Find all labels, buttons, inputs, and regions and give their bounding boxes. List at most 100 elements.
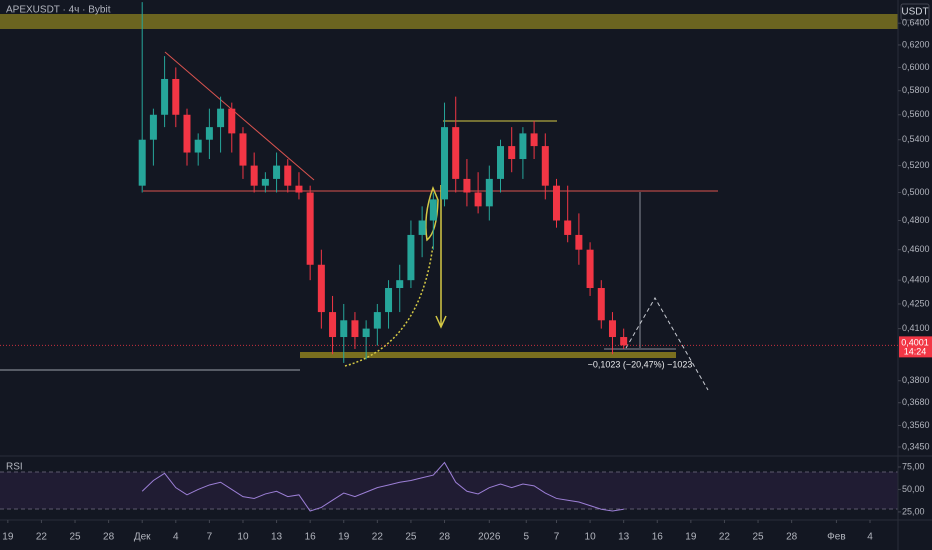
- measure-label: −0,1023 (−20,47%) −1023: [588, 359, 693, 369]
- candle-body: [586, 249, 594, 289]
- y-tick-label: 0,5000: [902, 187, 930, 197]
- y-tick-label: 0,4250: [902, 298, 930, 308]
- candle-body: [519, 133, 527, 160]
- candle-body: [407, 234, 415, 281]
- x-tick-label: 19: [2, 532, 14, 543]
- x-tick-label: 5: [523, 532, 529, 543]
- x-tick-label: 16: [652, 532, 664, 543]
- x-tick-label: 19: [338, 532, 350, 543]
- rsi-title: RSI: [6, 462, 23, 473]
- candle-body: [340, 320, 348, 338]
- x-tick-label: 13: [271, 532, 283, 543]
- candle-body: [552, 185, 560, 221]
- y-tick-label: 0,5600: [902, 109, 930, 119]
- candle-body: [351, 320, 359, 338]
- y-tick-label: 0,5800: [902, 85, 930, 95]
- x-tick-label: 10: [585, 532, 597, 543]
- candle-body: [620, 337, 628, 346]
- y-tick-label: 75,00: [902, 461, 925, 471]
- y-tick-label: 0,4600: [902, 244, 930, 254]
- candle-body: [452, 127, 460, 179]
- symbol-title: APEXUSDT · 4ч · Bybit: [6, 5, 111, 16]
- candle-body: [396, 280, 404, 289]
- y-tick-label: 50,00: [902, 484, 925, 494]
- x-tick-label: 4: [867, 532, 873, 543]
- x-tick-label: 28: [786, 532, 798, 543]
- last-price-box: [899, 336, 932, 358]
- x-tick-label: 22: [372, 532, 384, 543]
- x-tick-label: 22: [719, 532, 731, 543]
- candle-body: [149, 114, 157, 140]
- currency-box[interactable]: [900, 3, 930, 21]
- y-tick-label: 0,3680: [902, 397, 930, 407]
- candle-body: [429, 199, 437, 221]
- candle-body: [418, 220, 426, 235]
- curve: [344, 244, 434, 367]
- candle-body: [306, 192, 314, 265]
- y-tick-label: 0,3800: [902, 375, 930, 385]
- last-price-label: 0,4001: [901, 338, 929, 348]
- countdown: 14:24: [904, 347, 927, 357]
- candle-body: [608, 320, 616, 338]
- y-tick-label: 0,3450: [902, 441, 930, 451]
- candle-body: [183, 114, 191, 153]
- x-tick-label: 25: [405, 532, 417, 543]
- candle-body: [284, 165, 292, 186]
- rsi-band: [0, 472, 898, 509]
- currency: USDT: [901, 7, 928, 18]
- candle-body: [463, 178, 471, 193]
- x-tick-label: 22: [36, 532, 48, 543]
- x-tick-label: 7: [207, 532, 213, 543]
- x-tick-label: 28: [439, 532, 451, 543]
- candle-body: [564, 220, 572, 235]
- x-tick-label: 19: [685, 532, 697, 543]
- y-tick-label: 0,5200: [902, 160, 930, 170]
- candle-body: [273, 165, 281, 179]
- candle-body: [138, 139, 146, 186]
- candle-body: [530, 133, 538, 147]
- y-tick-label: 0,6400: [902, 18, 930, 28]
- x-tick-label: 28: [103, 532, 115, 543]
- x-tick-label: Фев: [827, 532, 845, 543]
- candle-body: [295, 185, 303, 193]
- candle-body: [508, 146, 516, 160]
- x-tick-label: 25: [69, 532, 81, 543]
- candle-body: [317, 264, 325, 313]
- trendline: [164, 51, 315, 181]
- support-zone: [300, 352, 676, 358]
- ellipse: [425, 185, 439, 242]
- candle-body: [541, 146, 549, 186]
- resistance-zone: [0, 14, 898, 29]
- y-tick-label: 0,6000: [902, 62, 930, 72]
- candle-body: [474, 192, 482, 207]
- candle-body: [329, 312, 337, 338]
- x-tick-label: 13: [618, 532, 630, 543]
- candle-body: [217, 108, 225, 128]
- candle-body: [250, 165, 258, 186]
- candle-body: [575, 234, 583, 250]
- candle-body: [194, 139, 202, 153]
- candle-body: [362, 328, 370, 338]
- x-tick-label: 25: [752, 532, 764, 543]
- x-tick-label: Дек: [134, 532, 151, 543]
- candle-body: [385, 288, 393, 313]
- y-tick-label: 0,6200: [902, 39, 930, 49]
- y-tick-label: 0,4400: [902, 275, 930, 285]
- candle-body: [261, 178, 269, 186]
- y-tick-label: 0,5400: [902, 134, 930, 144]
- arrow: [435, 185, 447, 329]
- y-tick-label: 25,00: [902, 506, 925, 516]
- candle-body: [441, 127, 449, 200]
- projection: [625, 297, 709, 391]
- candle-body: [161, 78, 169, 115]
- candle-body: [597, 288, 605, 321]
- x-tick-label: 10: [237, 532, 249, 543]
- candle-body: [228, 108, 236, 134]
- rsi-line: [141, 461, 624, 512]
- x-tick-label: 16: [305, 532, 317, 543]
- candle-body: [373, 312, 381, 329]
- x-tick-label: 4: [173, 532, 179, 543]
- y-tick-label: 0,4800: [902, 215, 930, 225]
